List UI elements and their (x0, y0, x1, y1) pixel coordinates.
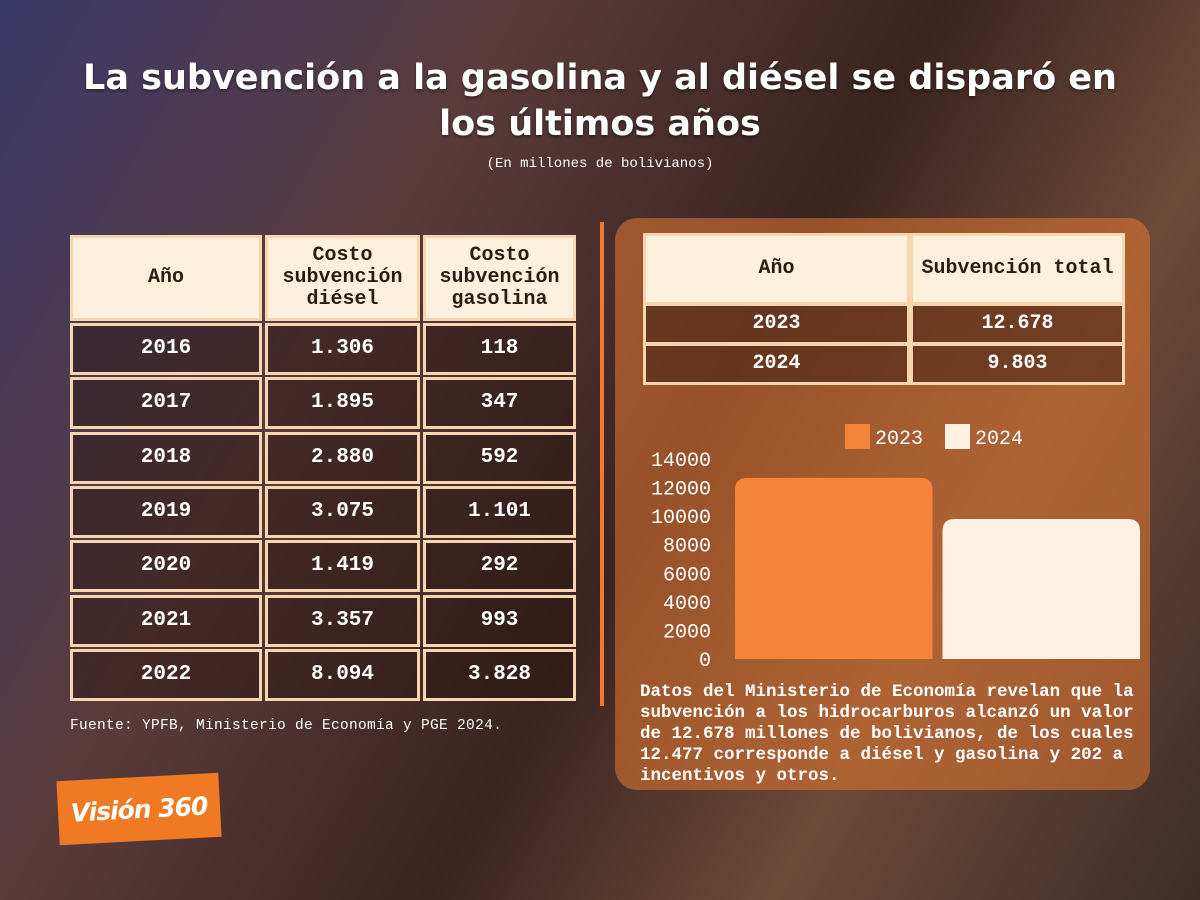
table-cell: 347 (423, 377, 576, 430)
table-cell: 2017 (70, 377, 262, 430)
table-header: Año (70, 235, 262, 321)
note: Datos del Ministerio de Economía revelan… (640, 682, 1155, 786)
table-cell: 993 (423, 594, 576, 647)
divider (600, 222, 604, 706)
table-cell: 2016 (70, 323, 262, 375)
table-cell: 2020 (70, 540, 262, 593)
y-tick-label: 8000 (663, 536, 711, 559)
subtitle: (En millones de bolivianos) (486, 156, 714, 172)
table-cell: 2021 (70, 594, 262, 647)
y-tick-label: 14000 (651, 450, 711, 473)
table-cell: 8.094 (265, 648, 420, 701)
legend-label: 2023 (875, 428, 923, 451)
table-cell: 1.101 (423, 485, 576, 538)
table-cell: 2018 (70, 431, 262, 484)
table-cell: 3.075 (265, 485, 420, 538)
summary-cell: 9.803 (910, 343, 1125, 385)
y-tick-label: 10000 (651, 507, 711, 530)
bar (735, 477, 933, 659)
y-tick-label: 0 (699, 650, 711, 673)
y-tick-label: 4000 (663, 593, 711, 616)
table-cell: 2022 (70, 648, 262, 701)
table-cell: 2.880 (265, 431, 420, 484)
summary-cell: 2024 (643, 343, 910, 385)
y-tick-label: 12000 (651, 479, 711, 502)
y-tick-label: 2000 (663, 621, 711, 644)
y-tick-label: 6000 (663, 564, 711, 587)
table-cell: 3.357 (265, 594, 420, 647)
title: La subvención a la gasolina y al diésel … (83, 58, 1117, 144)
table-cell: 2019 (70, 485, 262, 538)
source: Fuente: YPFB, Ministerio de Economía y P… (70, 718, 503, 734)
table-header: Costo subvención gasolina (423, 235, 576, 321)
table-cell: 592 (423, 431, 576, 484)
table-cell: 1.306 (265, 323, 420, 375)
table-cell: 292 (423, 540, 576, 593)
legend-swatch (845, 424, 870, 449)
table-cell: 1.419 (265, 540, 420, 593)
table-cell: 1.895 (265, 377, 420, 430)
bar (942, 518, 1140, 659)
table-cell: 3.828 (423, 648, 576, 701)
legend-swatch (945, 424, 970, 449)
table-cell: 118 (423, 323, 576, 375)
logo: Visión 360 (56, 772, 222, 846)
summary-header: Subvención total (910, 233, 1125, 305)
table-header: Costo subvención diésel (265, 235, 420, 321)
legend-label: 2024 (975, 428, 1023, 451)
